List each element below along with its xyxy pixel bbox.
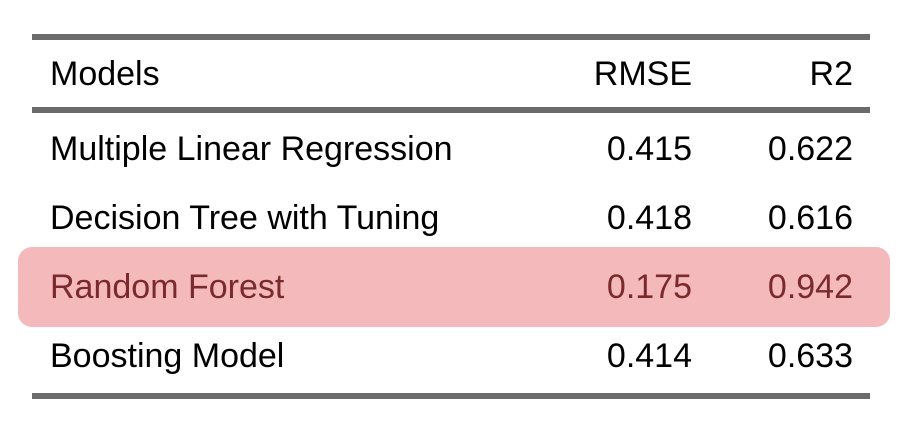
table-row: Boosting Model 0.414 0.633 (0, 331, 910, 381)
model-name-cell: Random Forest (50, 268, 285, 306)
r2-cell: 0.633 (767, 337, 853, 375)
rmse-cell: 0.418 (606, 199, 692, 237)
model-name-cell: Decision Tree with Tuning (50, 199, 440, 237)
highlighted-row-background (18, 247, 890, 327)
rmse-cell: 0.415 (606, 130, 692, 168)
rmse-cell: 0.414 (606, 337, 692, 375)
header-r2: R2 (809, 55, 853, 93)
table-bottom-rule (32, 393, 870, 399)
r2-cell: 0.616 (767, 199, 853, 237)
table-row-highlighted: Random Forest 0.175 0.942 (0, 262, 910, 312)
model-name-cell: Boosting Model (50, 337, 285, 375)
table-top-rule (32, 34, 870, 40)
table-row: Decision Tree with Tuning 0.418 0.616 (0, 193, 910, 243)
model-name-cell: Multiple Linear Regression (50, 130, 453, 168)
rmse-cell: 0.175 (606, 268, 692, 306)
header-models: Models (50, 55, 160, 93)
table-header-row: Models RMSE R2 (0, 49, 910, 99)
table-row: Multiple Linear Regression 0.415 0.622 (0, 124, 910, 174)
header-rmse: RMSE (593, 55, 692, 93)
table-header-rule (32, 107, 870, 113)
r2-cell: 0.942 (767, 268, 853, 306)
r2-cell: 0.622 (767, 130, 853, 168)
